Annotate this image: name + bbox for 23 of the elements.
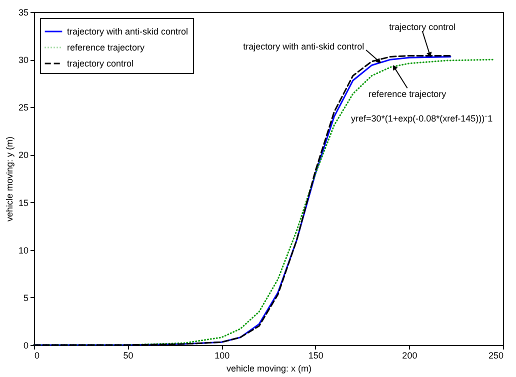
x-tick-label: 150 <box>308 350 324 360</box>
annotation: trajectory with anti-skid control <box>243 41 364 52</box>
annotation: reference trajectory <box>368 88 447 99</box>
y-tick-label: 30 <box>18 55 28 66</box>
x-axis-title: vehicle moving: x (m) <box>226 364 312 374</box>
legend-label: reference trajectory <box>67 42 146 52</box>
y-tick-label: 35 <box>18 8 28 18</box>
y-tick-label: 25 <box>18 102 28 113</box>
y-tick-label: 20 <box>18 150 28 160</box>
x-tick-label: 100 <box>214 350 230 360</box>
x-tick-label: 0 <box>34 350 40 360</box>
legend-label: trajectory with anti-skid control <box>67 26 188 36</box>
y-axis-title: vehicle moving: y (m) <box>4 136 14 222</box>
x-tick-label: 250 <box>488 350 504 360</box>
annotation: yref=30*(1+exp(-0.08*(xref-145)))⁻1 <box>351 114 493 124</box>
legend-label: trajectory control <box>67 58 134 68</box>
y-tick-label: 5 <box>23 292 28 303</box>
y-tick-label: 10 <box>18 245 28 256</box>
y-tick-label: 0 <box>23 340 28 350</box>
x-tick-label: 50 <box>123 350 134 360</box>
x-tick-label: 200 <box>402 350 418 360</box>
annotation: trajectory control <box>389 22 456 32</box>
y-tick-label: 15 <box>18 198 28 208</box>
